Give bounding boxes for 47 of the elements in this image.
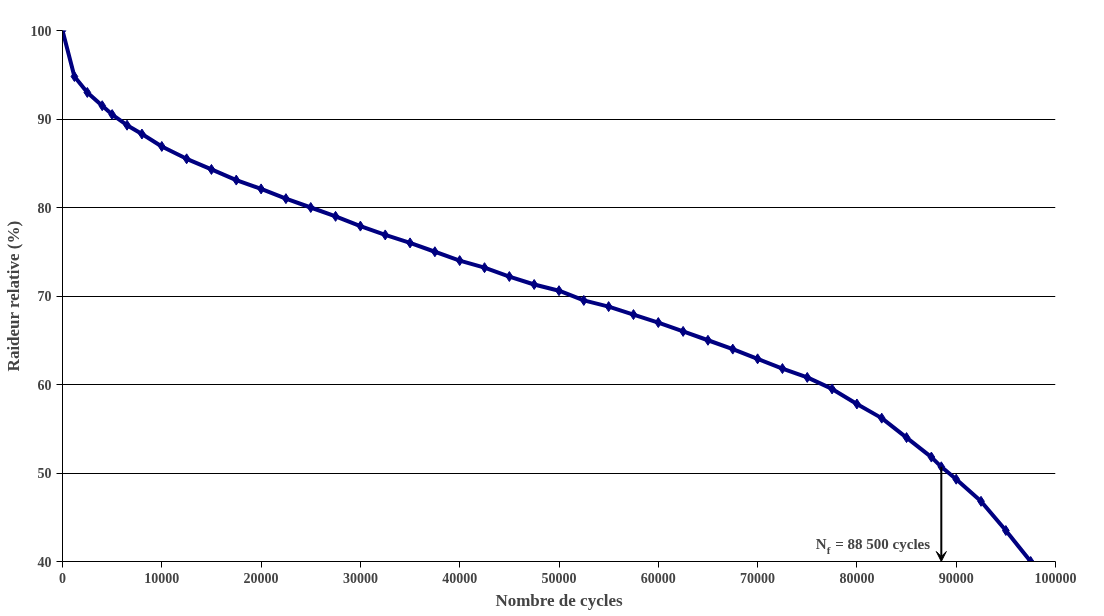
y-tick-label: 90 [37, 112, 52, 127]
point [728, 343, 737, 355]
point [952, 473, 961, 485]
point [356, 220, 365, 232]
point [232, 174, 241, 186]
x-tick-label: 0 [59, 570, 66, 586]
point [381, 229, 390, 241]
x-tick-label: 40000 [442, 570, 478, 586]
point [306, 202, 315, 213]
y-tick-label: 70 [37, 289, 52, 304]
point [753, 353, 762, 365]
point [530, 278, 539, 290]
y-axis-title: Raideur relative (%) [3, 220, 23, 372]
x-tick-label: 30000 [342, 570, 378, 586]
point [579, 294, 588, 306]
y-tick-label: 80 [37, 200, 52, 216]
point [604, 301, 613, 313]
x-tick-label: 80000 [839, 570, 875, 586]
x-tick-label: 50000 [541, 570, 577, 586]
x-tick-label: 100000 [1034, 570, 1077, 586]
x-tick-label: 70000 [740, 570, 776, 586]
point [182, 153, 191, 165]
y-tick-label: 40 [37, 554, 52, 570]
point [877, 412, 886, 424]
point [455, 255, 464, 267]
x-tick-label: 60000 [640, 570, 676, 586]
x-tick-label: 20000 [243, 570, 279, 586]
y-tick-label: 60 [37, 377, 52, 393]
point [480, 262, 489, 274]
point [505, 271, 514, 283]
point [83, 86, 92, 98]
point [778, 363, 787, 375]
point [927, 451, 936, 463]
x-axis-title: Nombre de cycles [495, 590, 623, 610]
point [98, 100, 107, 112]
point [157, 140, 166, 152]
point [654, 317, 663, 329]
y-tick-label: 100 [30, 23, 52, 39]
point [803, 371, 812, 383]
point [629, 309, 638, 321]
x-tick-label: 10000 [144, 570, 180, 586]
x-tick-label: 90000 [938, 570, 974, 586]
point [70, 71, 79, 83]
point [207, 163, 216, 175]
point [902, 432, 911, 444]
point [331, 210, 340, 222]
y-tick-label: 50 [37, 466, 52, 481]
